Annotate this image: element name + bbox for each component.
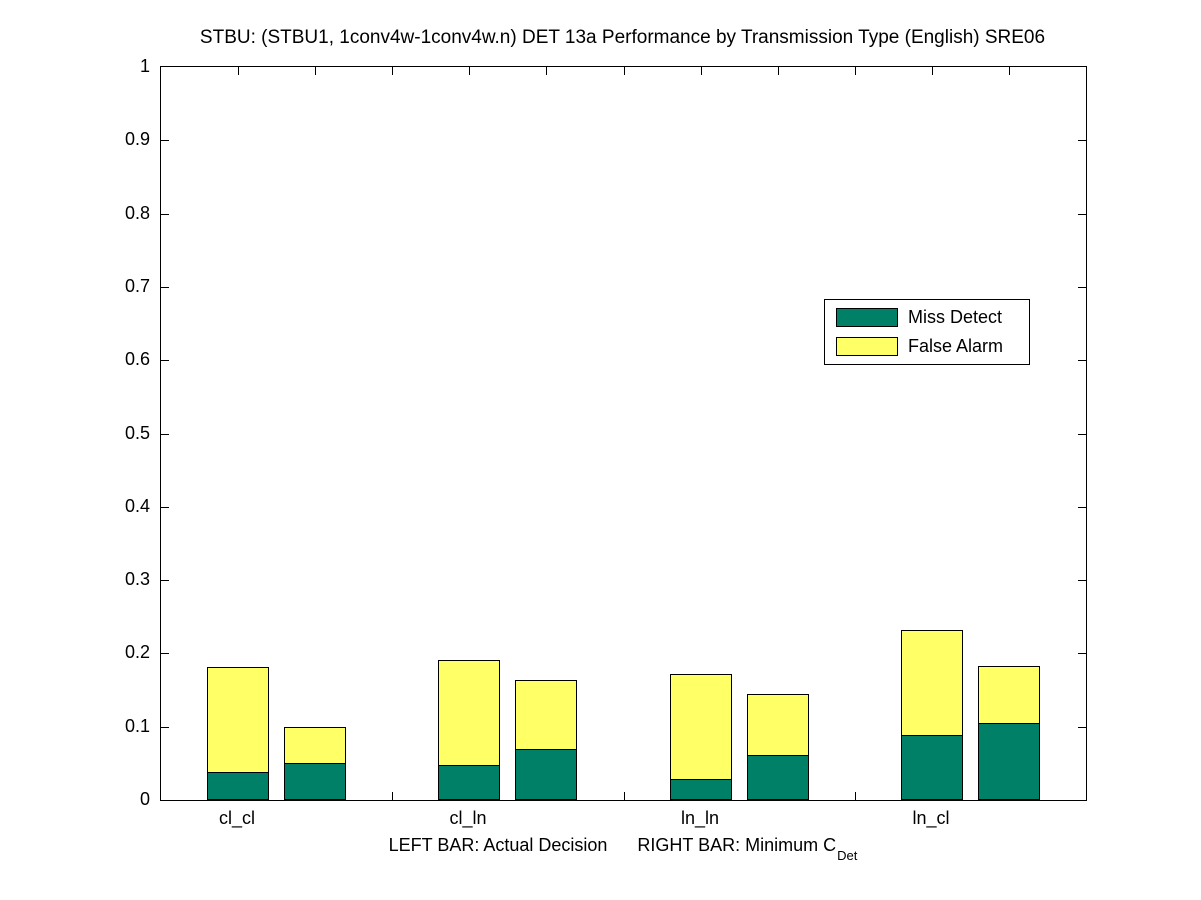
x-category-label: ln_ln <box>680 808 720 828</box>
bar-segment-miss-detect <box>901 735 963 800</box>
y-tick-left <box>161 140 169 141</box>
legend: Miss Detect False Alarm <box>824 299 1030 365</box>
y-tick-right <box>1078 214 1086 215</box>
y-tick-label: 0.9 <box>124 129 150 149</box>
x-tick-top <box>932 67 933 75</box>
bar-segment-false-alarm <box>515 680 577 750</box>
false-alarm-swatch <box>836 337 898 356</box>
y-tick-right <box>1078 360 1086 361</box>
bar-segment-miss-detect <box>670 779 732 800</box>
y-tick-right <box>1078 580 1086 581</box>
y-tick-label: 0 <box>139 789 150 809</box>
x-tick-bottom <box>624 792 625 800</box>
x-axis-label-subscript: Det <box>837 847 858 863</box>
bar-segment-false-alarm <box>978 666 1040 724</box>
plot-area <box>160 66 1087 801</box>
y-tick-label: 0.1 <box>124 716 150 736</box>
y-tick-left <box>161 214 169 215</box>
y-tick-label: 1 <box>139 56 150 76</box>
bar-segment-false-alarm <box>284 727 346 764</box>
x-category-label: ln_cl <box>912 808 950 828</box>
x-tick-top <box>855 67 856 75</box>
bar-segment-miss-detect <box>284 763 346 800</box>
bar-segment-miss-detect <box>515 749 577 800</box>
y-tick-right <box>1078 434 1086 435</box>
y-tick-left <box>161 727 169 728</box>
x-tick-top <box>778 67 779 75</box>
x-tick-top <box>1009 67 1010 75</box>
y-tick-label: 0.5 <box>124 423 150 443</box>
y-tick-left <box>161 653 169 654</box>
x-category-label: cl_cl <box>218 808 255 828</box>
x-tick-top <box>392 67 393 75</box>
legend-label-false-alarm: False Alarm <box>908 336 1004 356</box>
y-tick-right <box>1078 140 1086 141</box>
miss-detect-swatch <box>836 308 898 327</box>
y-tick-label: 0.6 <box>124 349 150 369</box>
bar-segment-false-alarm <box>207 667 269 773</box>
y-tick-label: 0.7 <box>124 276 150 296</box>
x-tick-top <box>315 67 316 75</box>
x-tick-bottom <box>392 792 393 800</box>
y-tick-label: 0.8 <box>124 203 150 223</box>
x-tick-bottom <box>855 792 856 800</box>
x-axis-label-right: RIGHT BAR: Minimum C <box>637 835 837 855</box>
y-tick-left <box>161 360 169 361</box>
legend-label-miss-detect: Miss Detect <box>908 307 1003 327</box>
bar-segment-miss-detect <box>207 772 269 800</box>
y-tick-label: 0.3 <box>124 569 150 589</box>
bar-segment-miss-detect <box>747 755 809 800</box>
y-tick-left <box>161 434 169 435</box>
x-axis-label-left: LEFT BAR: Actual Decision <box>388 835 608 855</box>
bar-segment-miss-detect <box>978 723 1040 800</box>
bar-segment-false-alarm <box>901 630 963 736</box>
bar-segment-false-alarm <box>438 660 500 766</box>
x-axis-label: LEFT BAR: Actual Decision RIGHT BAR: Mini… <box>160 835 1085 862</box>
x-tick-top <box>701 67 702 75</box>
x-tick-top <box>469 67 470 75</box>
y-tick-left <box>161 580 169 581</box>
bar-segment-miss-detect <box>438 765 500 800</box>
x-tick-top <box>624 67 625 75</box>
y-tick-right <box>1078 727 1086 728</box>
y-tick-right <box>1078 653 1086 654</box>
x-category-label: cl_ln <box>449 808 487 828</box>
y-tick-right <box>1078 507 1086 508</box>
chart-title: STBU: (STBU1, 1conv4w-1conv4w.n) DET 13a… <box>199 27 1046 48</box>
x-tick-top <box>546 67 547 75</box>
bar-segment-false-alarm <box>670 674 732 780</box>
y-tick-left <box>161 507 169 508</box>
y-tick-label: 0.4 <box>124 496 150 516</box>
y-tick-right <box>1078 287 1086 288</box>
bar-segment-false-alarm <box>747 694 809 756</box>
y-tick-label: 0.2 <box>124 642 150 662</box>
x-tick-top <box>238 67 239 75</box>
y-tick-left <box>161 287 169 288</box>
